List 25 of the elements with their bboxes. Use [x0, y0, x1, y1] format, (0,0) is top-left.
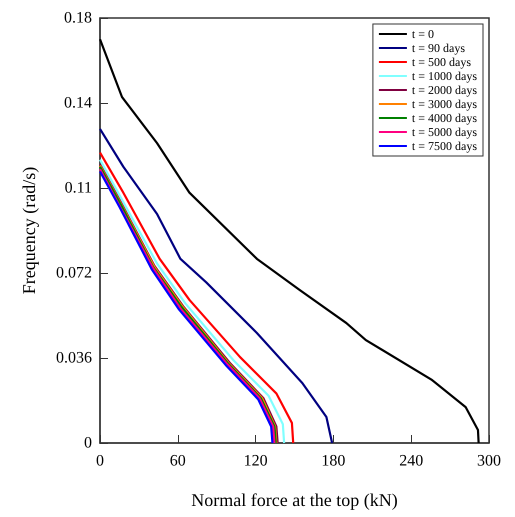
- y-tick-label: 0.11: [64, 180, 92, 196]
- legend-label: t = 1000 days: [412, 69, 478, 83]
- x-tick-label: 180: [321, 452, 346, 470]
- y-tick-label: 0.072: [56, 264, 92, 282]
- line-series: [98, 128, 334, 444]
- legend-label: t = 3000 days: [412, 97, 478, 111]
- x-tick-label: 120: [244, 452, 268, 470]
- legend-label: t = 7500 days: [412, 139, 478, 153]
- x-tick-label: 240: [399, 452, 424, 470]
- x-tick-label: 0: [96, 452, 104, 470]
- x-axis-title: Normal force at the top (kN): [191, 490, 398, 510]
- legend-label: t = 90 days: [412, 41, 466, 55]
- legend-label: t = 500 days: [412, 55, 472, 69]
- legend-label: t = 2000 days: [412, 83, 478, 97]
- y-tick-label: 0.18: [64, 10, 92, 26]
- y-tick-label: 0.036: [56, 350, 92, 366]
- legend-label: t = 5000 days: [412, 125, 478, 139]
- x-tick-label: 300: [477, 452, 501, 470]
- legend-label: t = 0: [412, 27, 434, 41]
- y-axis-title: Frequency (rad/s): [19, 166, 39, 294]
- y-tick-label: 0: [84, 434, 92, 452]
- x-tick-label: 60: [170, 452, 186, 470]
- legend-label: t = 4000 days: [412, 111, 478, 125]
- y-tick-label: 0.14: [64, 94, 92, 112]
- line-series: [98, 38, 480, 444]
